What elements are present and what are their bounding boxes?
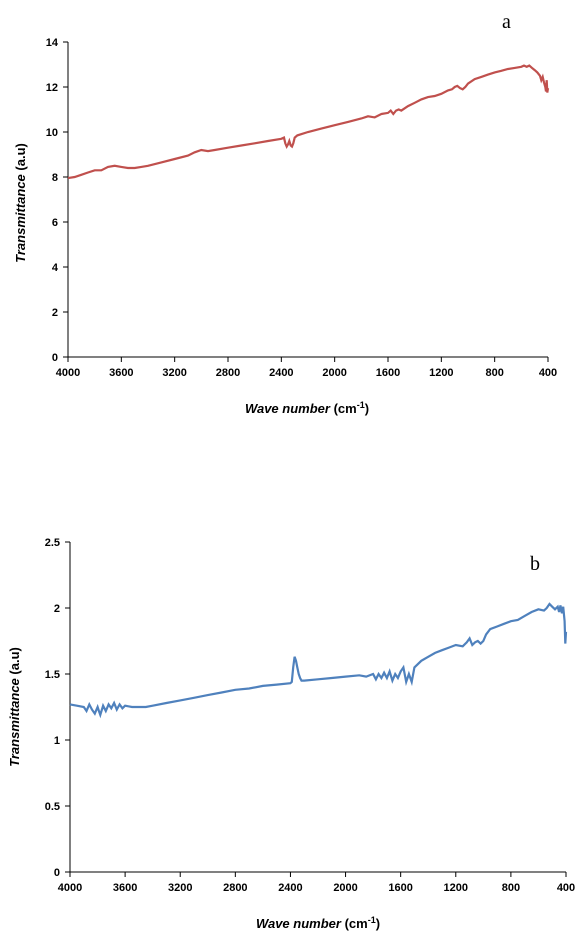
x-tick-label: 400 [539, 367, 557, 379]
x-tick-label: 400 [557, 882, 575, 894]
x-tick-label: 2000 [333, 882, 357, 894]
x-axis-title-b: Wave number (cm-1) [256, 915, 380, 931]
x-axis-title-a: Wave number (cm-1) [245, 400, 369, 416]
x-tick-label: 2800 [216, 367, 240, 379]
x-tick-label: 4000 [56, 367, 80, 379]
y-tick-label: 8 [52, 172, 58, 184]
y-tick-label: 0.5 [45, 801, 60, 813]
y-axis-title-a-unit: (a.u) [13, 143, 28, 174]
y-tick-label: 0 [52, 352, 58, 364]
x-tick-label: 2400 [269, 367, 293, 379]
y-tick-label: 6 [52, 217, 58, 229]
x-axis-title-a-sup: -1 [357, 400, 365, 410]
x-tick-label: 1200 [444, 882, 468, 894]
x-tick-label: 800 [502, 882, 520, 894]
y-tick-label: 14 [46, 37, 59, 49]
y-tick-label: 12 [46, 82, 58, 94]
x-tick-label: 800 [485, 367, 503, 379]
x-axis-title-a-unit: (cm [334, 401, 357, 416]
panel-label-b: b [530, 553, 540, 575]
chart-panel-b: b 0 0.5 1 1.5 2 2.5 4000 3600 3200 2800 2400 2000 1… [7, 537, 575, 931]
series-line-b [69, 602, 568, 719]
x-tick-label: 3200 [168, 882, 192, 894]
x-axis-title-b-main: Wave number [256, 916, 342, 931]
x-tick-label: 4000 [58, 882, 82, 894]
x-tick-label: 1200 [429, 367, 453, 379]
x-axis-title-a-main: Wave number [245, 401, 331, 416]
x-axis-title-b-unit: (cm [345, 916, 368, 931]
chart-panel-a: a 0 2 4 6 8 10 12 14 4000 3600 3200 2800 2400 2000 16… [13, 11, 557, 416]
x-tick-label: 3600 [109, 367, 133, 379]
y-tick-label: 0 [54, 867, 60, 879]
y-axis-title-a-main: Transmittance [13, 174, 28, 263]
x-tick-label: 2000 [322, 367, 346, 379]
y-tick-label: 2.5 [45, 537, 60, 549]
x-tick-label: 1600 [376, 367, 400, 379]
x-tick-label: 3200 [162, 367, 186, 379]
y-tick-label: 2 [54, 603, 60, 615]
x-axis-title-a-close: ) [365, 401, 369, 416]
panel-label-a: a [502, 11, 511, 33]
y-tick-label: 4 [52, 262, 59, 274]
x-axis-title-b-close: ) [376, 916, 380, 931]
y-tick-label: 1.5 [45, 669, 60, 681]
y-tick-label: 2 [52, 307, 58, 319]
y-axis-title-a: Transmittance (a.u) [13, 143, 28, 263]
x-tick-label: 2800 [223, 882, 247, 894]
y-tick-label: 1 [54, 735, 60, 747]
x-tick-label: 1600 [388, 882, 412, 894]
y-tick-label: 10 [46, 127, 58, 139]
x-axis-title-b-sup: -1 [368, 915, 376, 925]
x-tick-label: 2400 [278, 882, 302, 894]
series-line-a [67, 64, 550, 180]
y-axis-title-b: Transmittance (a.u) [7, 647, 22, 767]
y-axis-title-b-unit: (a.u) [7, 647, 22, 678]
x-tick-label: 3600 [113, 882, 137, 894]
y-axis-title-b-main: Transmittance [7, 678, 22, 767]
